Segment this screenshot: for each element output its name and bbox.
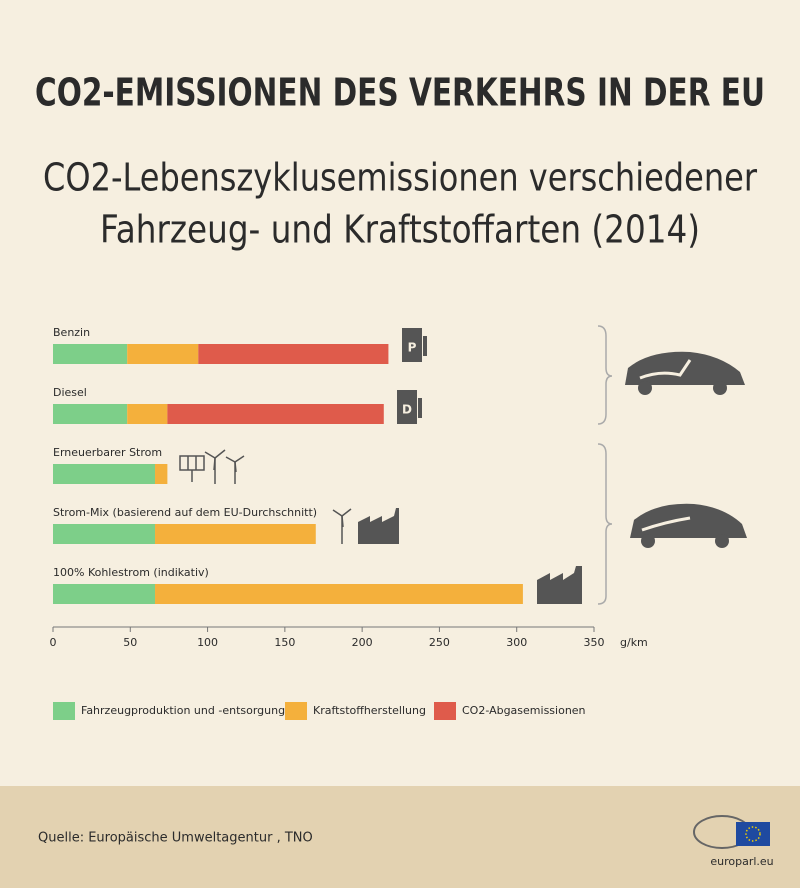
chart-title: CO2-EMISSIONEN DES VERKEHRS IN DER EU — [35, 71, 765, 115]
legend-label: Kraftstoffherstellung — [313, 704, 426, 717]
x-tick-label: 250 — [429, 636, 450, 649]
x-tick-label: 100 — [197, 636, 218, 649]
bar-segment — [167, 404, 384, 424]
factory-icon — [358, 508, 582, 604]
bracket — [597, 325, 613, 425]
fuel-hose — [639, 359, 692, 380]
bar-segment — [53, 584, 156, 604]
renewable-icon — [179, 449, 352, 544]
bar-segment — [53, 344, 128, 364]
x-tick-label: 0 — [50, 636, 57, 649]
x-tick-label: 150 — [274, 636, 295, 649]
chart-subtitle: CO2-Lebenszyklusemissionen verschiedener — [43, 156, 757, 200]
bar-segment — [53, 524, 156, 544]
category-label: Benzin — [53, 326, 90, 339]
x-tick-label: 200 — [352, 636, 373, 649]
plug-cable — [641, 516, 691, 532]
x-tick-label: 300 — [506, 636, 527, 649]
x-unit: g/km — [620, 636, 648, 649]
car-icon — [630, 503, 747, 548]
category-label: Strom-Mix (basierend auf dem EU-Durchsch… — [53, 506, 317, 519]
category-label: Erneuerbarer Strom — [53, 446, 162, 459]
bar-segment — [155, 524, 316, 544]
legend-label: CO2-Abgasemissionen — [462, 704, 586, 717]
bar-segment — [155, 464, 168, 484]
source: Quelle: Europäische Umweltagentur , TNO — [38, 831, 313, 846]
footer-band — [0, 786, 800, 888]
category-label: Diesel — [53, 386, 87, 399]
legend-swatch — [285, 702, 307, 720]
fuel-pump-icon — [397, 390, 422, 424]
logo-text: europarl.eu — [710, 855, 773, 868]
bracket — [597, 443, 613, 605]
legend-label: Fahrzeugproduktion und -entsorgung — [81, 704, 285, 717]
bar-segment — [155, 584, 523, 604]
bar-segment — [53, 404, 128, 424]
fuel-pump-icon — [402, 328, 427, 362]
bar-segment — [198, 344, 389, 364]
pump-label: D — [402, 403, 412, 417]
bar-segment — [53, 464, 156, 484]
bar-segment — [127, 344, 199, 364]
pump-label: P — [408, 341, 417, 355]
bar-segment — [127, 404, 168, 424]
x-tick-label: 350 — [584, 636, 605, 649]
chart-subtitle: Fahrzeug- und Kraftstoffarten (2014) — [100, 208, 700, 252]
x-tick-label: 50 — [123, 636, 137, 649]
logo — [693, 815, 770, 849]
legend-swatch — [53, 702, 75, 720]
category-label: 100% Kohlestrom (indikativ) — [53, 566, 209, 579]
legend-swatch — [434, 702, 456, 720]
